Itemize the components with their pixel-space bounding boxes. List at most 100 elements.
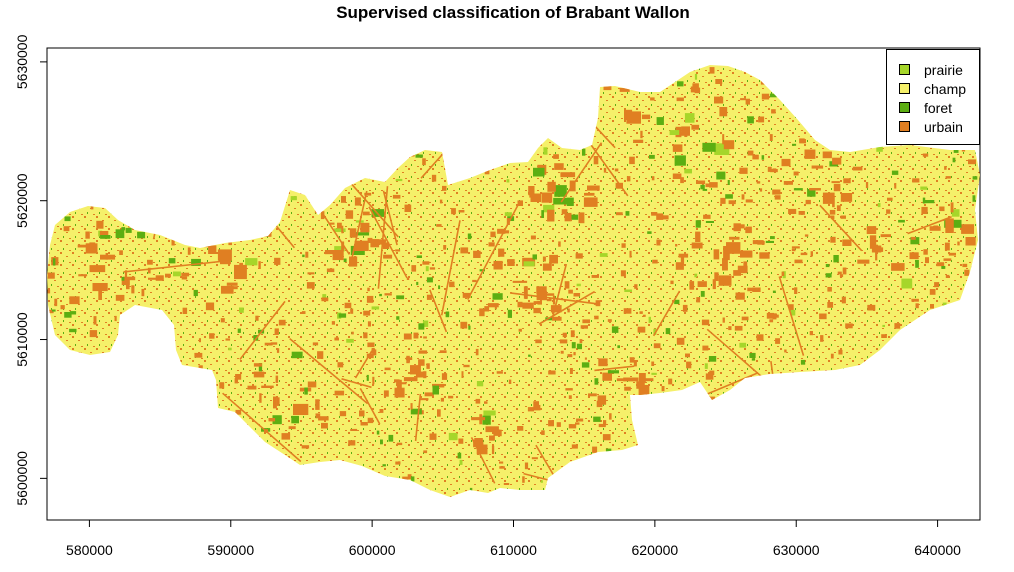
landcover-patch	[224, 118, 231, 122]
landcover-patch	[366, 295, 374, 303]
landcover-patch	[344, 464, 352, 470]
landcover-patch	[110, 423, 118, 430]
landcover-patch	[120, 351, 126, 357]
landcover-patch	[651, 361, 655, 366]
landcover-patch	[695, 220, 701, 228]
landcover-patch	[659, 426, 666, 434]
landcover-patch	[57, 490, 65, 495]
landcover-patch	[421, 133, 428, 140]
x-tick-label: 590000	[207, 542, 254, 558]
landcover-patch	[301, 311, 306, 314]
landcover-patch	[483, 410, 496, 416]
landcover-patch	[570, 129, 578, 134]
landcover-patch	[328, 113, 334, 117]
landcover-patch	[473, 250, 481, 258]
landcover-patch	[719, 107, 728, 117]
landcover-patch	[807, 189, 816, 197]
landcover-patch	[676, 97, 684, 102]
landcover-patch	[498, 429, 502, 437]
landcover-patch	[739, 342, 747, 348]
landcover-patch	[573, 469, 582, 473]
landcover-patch	[564, 281, 570, 289]
landcover-patch	[246, 478, 252, 483]
landcover-patch	[699, 426, 702, 431]
landcover-patch	[278, 149, 284, 153]
landcover-patch	[507, 259, 515, 266]
landcover-patch	[830, 236, 836, 243]
landcover-patch	[574, 476, 581, 481]
landcover-patch	[922, 153, 929, 157]
landcover-patch	[371, 306, 380, 310]
landcover-patch	[709, 67, 715, 74]
landcover-patch	[131, 310, 139, 317]
landcover-patch	[161, 191, 170, 198]
landcover-patch	[927, 330, 932, 336]
landcover-patch	[910, 237, 920, 245]
landcover-patch	[367, 321, 371, 327]
landcover-patch	[394, 379, 400, 383]
road-line	[289, 337, 369, 405]
landcover-patch	[54, 298, 58, 307]
landcover-patch	[633, 360, 637, 367]
landcover-patch	[674, 155, 686, 166]
landcover-patch	[714, 143, 730, 155]
landcover-patch	[502, 155, 507, 160]
landcover-patch	[953, 148, 959, 153]
landcover-patch	[277, 151, 285, 156]
landcover-patch	[882, 360, 889, 368]
landcover-patch	[405, 493, 411, 497]
landcover-patch	[501, 67, 504, 75]
landcover-patch	[875, 251, 878, 261]
road-line	[349, 190, 368, 266]
landcover-patch	[543, 204, 555, 213]
landcover-patch	[709, 404, 716, 411]
landcover-patch	[344, 302, 352, 309]
landcover-patch	[603, 465, 608, 471]
landcover-patch	[603, 483, 608, 488]
landcover-patch	[615, 212, 623, 216]
landcover-patch	[879, 354, 887, 360]
landcover-patch	[235, 374, 242, 380]
landcover-patch	[931, 427, 935, 432]
landcover-patch	[61, 66, 66, 74]
landcover-patch	[737, 265, 748, 274]
landcover-patch	[92, 417, 100, 422]
landcover-patch	[533, 401, 539, 408]
landcover-patch	[541, 430, 545, 435]
landcover-patch	[579, 339, 583, 344]
landcover-patch	[334, 337, 339, 341]
landcover-patch	[228, 347, 232, 351]
landcover-patch	[887, 197, 893, 201]
landcover-patch	[938, 450, 947, 456]
landcover-patch	[581, 362, 590, 368]
landcover-patch	[494, 497, 499, 501]
landcover-patch	[651, 372, 657, 375]
landcover-patch	[365, 89, 369, 95]
landcover-patch	[479, 414, 483, 425]
landcover-patch	[760, 80, 769, 85]
landcover-patch	[884, 492, 888, 497]
landcover-patch	[833, 255, 839, 263]
landcover-patch	[858, 71, 866, 75]
landcover-patch	[301, 445, 310, 449]
landcover-patch	[734, 325, 743, 331]
landcover-patch	[681, 397, 690, 400]
landcover-patch	[118, 121, 124, 127]
landcover-patch	[901, 278, 913, 289]
landcover-patch	[444, 139, 452, 144]
landcover-patch	[494, 304, 497, 310]
landcover-patch	[871, 469, 877, 475]
landcover-patch	[612, 76, 616, 82]
landcover-patch	[337, 362, 344, 368]
landcover-patch	[580, 473, 585, 479]
landcover-patch	[135, 77, 142, 82]
landcover-patch	[524, 496, 532, 497]
landcover-patch	[338, 313, 347, 318]
landcover-patch	[541, 192, 553, 203]
landcover-patch	[641, 114, 651, 120]
landcover-patch	[761, 93, 770, 100]
landcover-patch	[820, 78, 824, 81]
road-line	[414, 393, 422, 442]
landcover-patch	[827, 287, 832, 292]
